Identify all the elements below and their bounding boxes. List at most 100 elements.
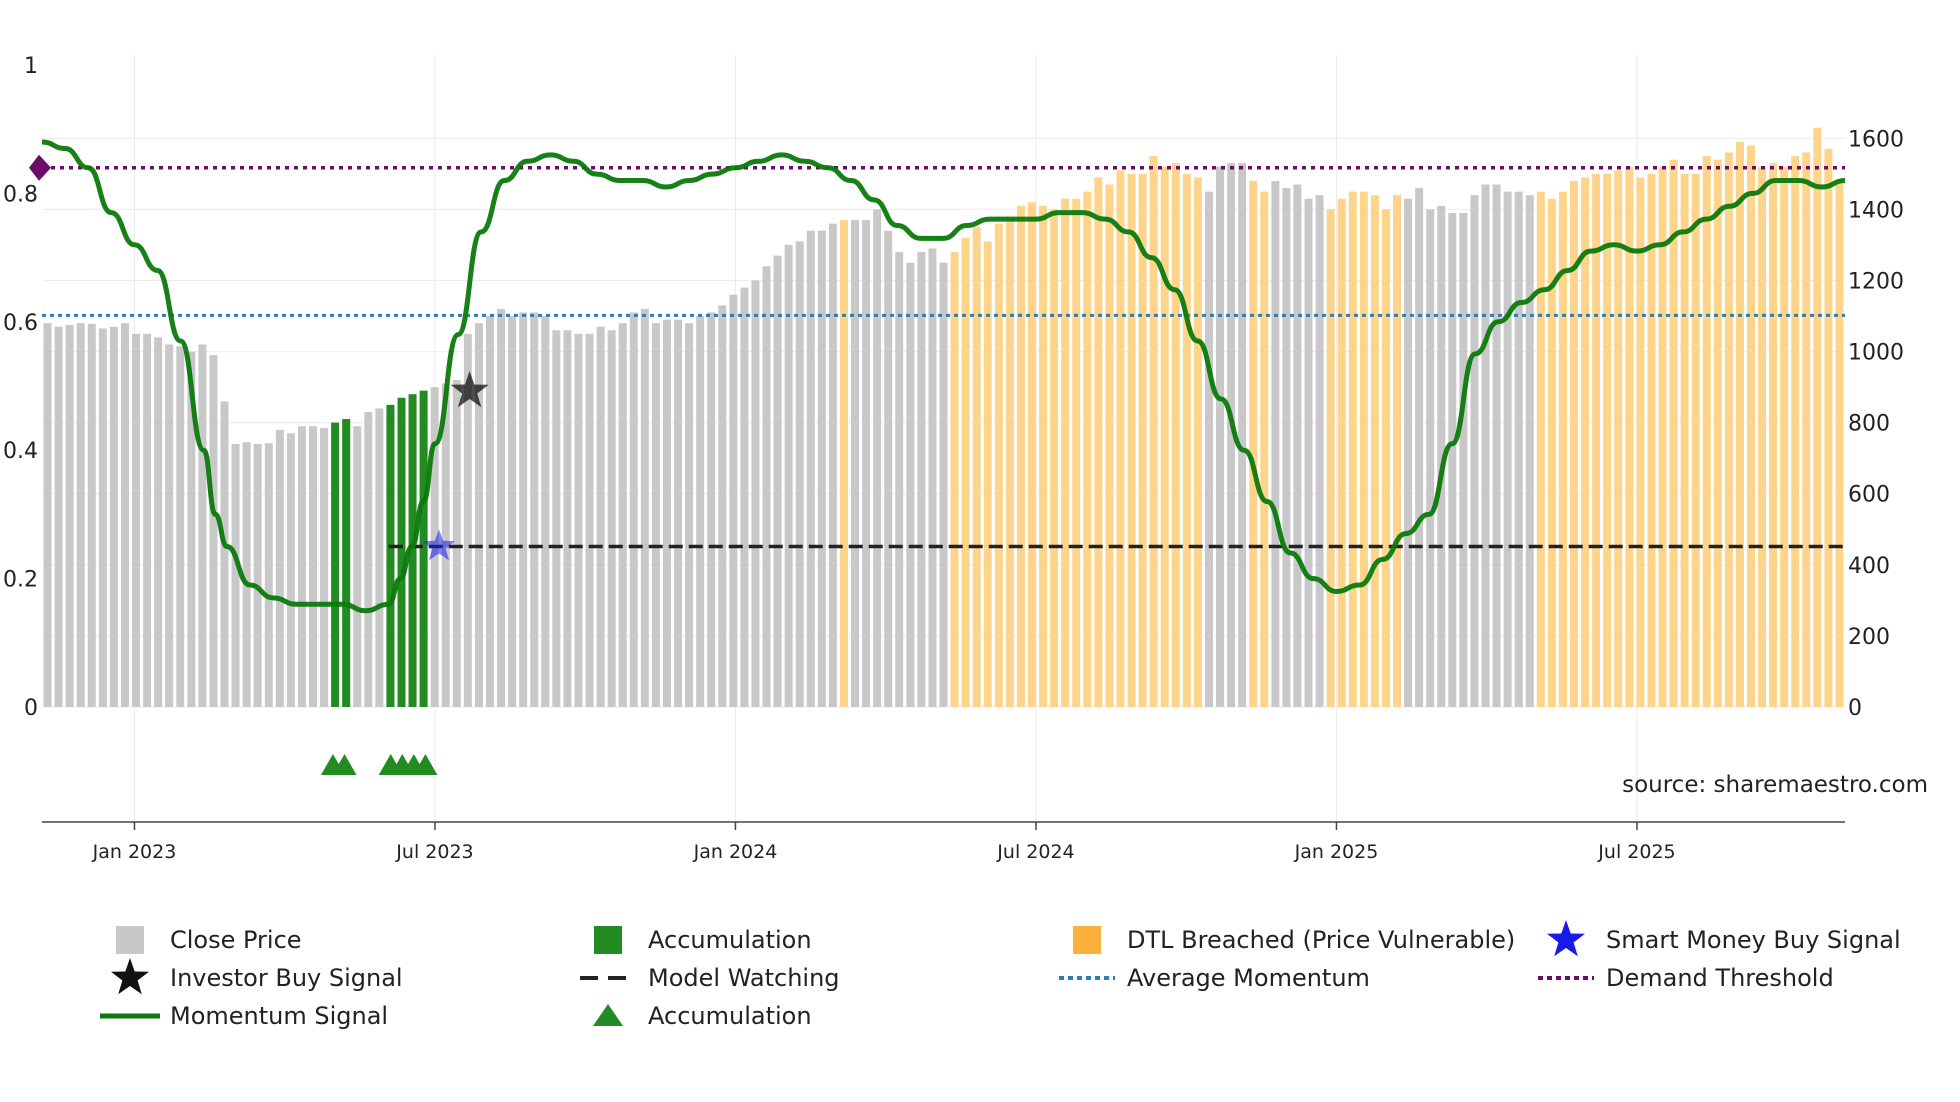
price-bar [1016, 205, 1025, 708]
price-bar [884, 230, 893, 707]
price-bar [961, 237, 970, 707]
price-bar [1315, 195, 1324, 707]
price-bar [851, 220, 859, 707]
price-bar [1359, 191, 1368, 708]
price-bar [1404, 198, 1413, 708]
price-bar [497, 308, 506, 707]
price-bar [1005, 216, 1014, 707]
momentum-signal-line [41, 139, 1846, 614]
price-bar [795, 241, 804, 708]
price-bar [939, 262, 948, 707]
price-bar [220, 401, 229, 707]
right-tick-label: 400 [1848, 554, 1890, 579]
legend-label: Accumulation [648, 926, 812, 954]
price-bar [1647, 173, 1656, 707]
accumulation-bar [419, 390, 428, 707]
price-bar [1381, 209, 1390, 707]
price-bar [1536, 191, 1545, 708]
price-bar [1713, 159, 1722, 707]
price-bar [1061, 198, 1070, 708]
smart-money-buy-signal-marker [422, 529, 456, 561]
price-bar [176, 346, 185, 707]
price-bar [198, 344, 207, 707]
price-bar [839, 220, 848, 707]
price-bar [143, 333, 152, 707]
legend-label: Momentum Signal [170, 1002, 388, 1030]
price-bar [132, 333, 141, 707]
price-bar [1094, 177, 1103, 707]
price-bar [685, 323, 694, 707]
price-bar [707, 312, 716, 707]
x-tick-label: Jan 2025 [1294, 841, 1379, 863]
price-bar [253, 443, 262, 707]
price-bar [1625, 166, 1634, 708]
accumulation-bar [386, 404, 395, 707]
price-bar [1680, 173, 1689, 707]
price-bar [297, 426, 306, 707]
legend-swatch [1073, 926, 1101, 954]
price-bar [54, 326, 63, 707]
price-bar [574, 333, 583, 707]
legend-swatch [594, 926, 622, 954]
price-bar [1702, 156, 1711, 708]
price-bar [1149, 156, 1158, 708]
price-bar [817, 230, 826, 707]
legend: Close Price Accumulation DTL Breached (Pri… [100, 920, 1901, 1030]
price-bar [773, 255, 782, 707]
price-bar [275, 429, 284, 707]
price-bar [740, 287, 749, 707]
left-tick-label: 0 [24, 696, 38, 721]
price-bar [43, 323, 52, 707]
price-bar [873, 209, 882, 707]
price-bar [1193, 177, 1202, 707]
price-bar [65, 324, 74, 707]
price-bar [1437, 205, 1446, 708]
price-bar [806, 230, 815, 707]
price-bar [120, 323, 129, 707]
price-bar [1603, 173, 1612, 707]
price-bar [154, 337, 163, 707]
price-bar [917, 252, 926, 707]
price-bar [662, 319, 671, 707]
price-bar [1326, 209, 1335, 707]
legend-label: DTL Breached (Price Vulnerable) [1127, 926, 1515, 954]
price-bar [1614, 170, 1623, 707]
price-bar [1735, 141, 1744, 707]
right-tick-label: 600 [1848, 483, 1890, 508]
price-bar [1216, 166, 1225, 708]
price-bar [1780, 166, 1789, 708]
accumulation-bar [342, 419, 351, 707]
price-bar [1769, 163, 1778, 708]
price-bar [696, 316, 705, 707]
right-tick-label: 1600 [1848, 127, 1904, 152]
price-bar [452, 380, 461, 707]
price-bar [87, 323, 96, 707]
demand-threshold-marker [29, 154, 51, 181]
legend-triangle-icon [593, 1004, 623, 1026]
left-tick-label: 0.8 [3, 182, 38, 207]
legend-label: Model Watching [648, 964, 840, 992]
price-bar [474, 323, 483, 707]
price-bar [1525, 195, 1534, 707]
price-bar [519, 312, 528, 707]
price-bar [640, 308, 649, 707]
price-bar [928, 248, 937, 708]
price-bar [629, 312, 638, 707]
x-tick-label: Jul 2023 [395, 841, 473, 863]
price-bar [1370, 195, 1379, 707]
price-bar [1746, 145, 1755, 707]
price-bar [1426, 209, 1435, 707]
price-bar [718, 305, 727, 707]
x-tick-label: Jan 2024 [693, 841, 778, 863]
legend-label: Close Price [170, 926, 302, 954]
axes: Jan 2023 Jul 2023 Jan 2024 Jul 2024 Jan 2025… [3, 54, 1904, 863]
left-tick-label: 0.2 [3, 568, 38, 593]
price-bar [552, 330, 561, 707]
signal-lines [41, 139, 1846, 614]
price-bar [1581, 177, 1590, 707]
source-label: source: sharemaestro.com [1622, 772, 1928, 798]
price-bar [751, 280, 760, 707]
price-bar [264, 443, 273, 707]
left-tick-label: 0.6 [3, 311, 38, 336]
price-bar [585, 333, 594, 707]
